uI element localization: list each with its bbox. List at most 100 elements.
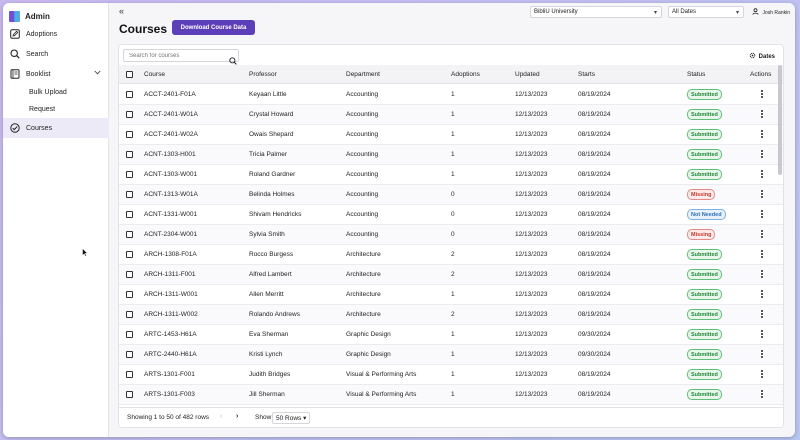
select-all-checkbox[interactable] xyxy=(126,71,133,78)
sidebar-subitem-bulk-upload[interactable]: Bulk Upload xyxy=(29,88,67,96)
table-row[interactable]: ARTS-1301-F001 Judith Bridges Visual & Per… xyxy=(119,365,783,385)
search-input[interactable] xyxy=(123,49,239,62)
download-course-data-button[interactable]: Download Course Data xyxy=(172,20,255,35)
column-header-updated[interactable]: Updated xyxy=(515,71,540,78)
sidebar-item-adoptions[interactable]: Adoptions xyxy=(3,24,109,44)
cell-professor: Rocco Burgess xyxy=(249,251,294,258)
dates-select-value: All Dates xyxy=(672,9,697,15)
more-actions-icon[interactable] xyxy=(761,309,764,320)
row-checkbox[interactable] xyxy=(126,131,133,138)
cell-updated: 12/13/2023 xyxy=(515,271,548,278)
table-row[interactable]: ARTC-1453-H61A Eva Sherman Graphic Design 1… xyxy=(119,325,783,345)
more-actions-icon[interactable] xyxy=(761,369,764,380)
row-checkbox[interactable] xyxy=(126,271,133,278)
cell-adoptions: 1 xyxy=(451,151,455,158)
sidebar-subitem-request[interactable]: Request xyxy=(29,105,56,113)
more-actions-icon[interactable] xyxy=(761,229,764,240)
table-row[interactable]: ARCH-1311-F001 Alfred Lambert Architecture… xyxy=(119,265,783,285)
row-checkbox[interactable] xyxy=(126,91,133,98)
cell-professor: Alfred Lambert xyxy=(249,271,292,278)
column-header-professor[interactable]: Professor xyxy=(249,71,277,78)
row-checkbox[interactable] xyxy=(126,351,133,358)
row-checkbox[interactable] xyxy=(126,251,133,258)
row-checkbox[interactable] xyxy=(126,111,133,118)
row-checkbox[interactable] xyxy=(126,151,133,158)
more-actions-icon[interactable] xyxy=(761,169,764,180)
more-actions-icon[interactable] xyxy=(761,189,764,200)
more-actions-icon[interactable] xyxy=(761,89,764,100)
more-actions-icon[interactable] xyxy=(761,389,764,400)
table-row[interactable]: ARCH-1311-W001 Allen Merritt Architecture 1… xyxy=(119,285,783,305)
table-row[interactable]: ARTS-1301-F003 Jill Sherman Visual & Perfo… xyxy=(119,385,783,405)
column-header-department[interactable]: Department xyxy=(346,71,380,78)
vertical-scrollbar[interactable] xyxy=(778,65,782,175)
status-badge: Submitted xyxy=(687,249,722,260)
more-actions-icon[interactable] xyxy=(761,249,764,260)
cell-department: Accounting xyxy=(346,171,379,178)
cell-adoptions: 1 xyxy=(451,111,455,118)
collapse-sidebar-icon[interactable]: « xyxy=(119,6,125,16)
show-label: Show xyxy=(255,414,272,421)
table-row[interactable]: ARCH-1308-F01A Rocco Burgess Architecture 2… xyxy=(119,245,783,265)
status-badge: Submitted xyxy=(687,329,722,340)
more-actions-icon[interactable] xyxy=(761,129,764,140)
row-checkbox[interactable] xyxy=(126,311,133,318)
check-circle-icon xyxy=(9,123,20,134)
table-row[interactable]: ACCT-2401-W01A Crystal Howard Accounting 1 1… xyxy=(119,105,783,125)
cell-professor: Owais Shepard xyxy=(249,131,294,138)
table-row[interactable]: ACNT-1331-W001 Shivam Hendricks Accounting… xyxy=(119,205,783,225)
cell-department: Architecture xyxy=(346,311,381,318)
cell-department: Accounting xyxy=(346,191,379,198)
status-badge: Submitted xyxy=(687,169,722,180)
row-checkbox[interactable] xyxy=(126,331,133,338)
row-checkbox[interactable] xyxy=(126,371,133,378)
row-checkbox[interactable] xyxy=(126,291,133,298)
user-menu[interactable]: Josh Rankin xyxy=(752,8,790,17)
table-row[interactable]: ACNT-2304-W001 Sylvia Smith Accounting 0 12/… xyxy=(119,225,783,245)
more-actions-icon[interactable] xyxy=(761,269,764,280)
more-actions-icon[interactable] xyxy=(761,349,764,360)
table-row[interactable]: ARTC-2440-H61A Kristi Lynch Graphic Design… xyxy=(119,345,783,365)
university-select[interactable]: BibliU University ▾ xyxy=(530,6,662,18)
column-header-course[interactable]: Course xyxy=(144,71,165,78)
search-icon[interactable] xyxy=(229,52,237,70)
more-actions-icon[interactable] xyxy=(761,109,764,120)
next-page-button[interactable]: › xyxy=(236,413,239,420)
table-row[interactable]: ACNT-1303-W001 Roland Gardner Accounting 1 1… xyxy=(119,165,783,185)
table-row[interactable]: ACCT-2401-F01A Keyaan Little Accounting 1 12… xyxy=(119,85,783,105)
row-checkbox[interactable] xyxy=(126,211,133,218)
chevron-down-icon[interactable] xyxy=(94,70,101,77)
column-header-status[interactable]: Status xyxy=(687,71,706,78)
dates-filter-label: Dates xyxy=(758,53,775,60)
status-badge: Not Needed xyxy=(687,209,726,220)
sidebar-item-label: Booklist xyxy=(26,70,51,78)
more-actions-icon[interactable] xyxy=(761,289,764,300)
more-actions-icon[interactable] xyxy=(761,149,764,160)
prev-page-button[interactable]: ‹ xyxy=(220,413,223,420)
table-row[interactable]: ACCT-2401-W02A Owais Shepard Accounting 1 12… xyxy=(119,125,783,145)
dates-select[interactable]: All Dates ▾ xyxy=(668,6,744,18)
table-row[interactable]: ACNT-1303-H001 Tricia Palmer Accounting 1 12… xyxy=(119,145,783,165)
more-actions-icon[interactable] xyxy=(761,329,764,340)
table-row[interactable]: ACNT-1313-W01A Belinda Holmes Accounting 0 1… xyxy=(119,185,783,205)
sidebar-item-booklist[interactable]: Booklist xyxy=(3,64,109,84)
dates-filter-button[interactable]: Dates xyxy=(749,52,775,61)
topbar: « BibliU University ▾ All Dates ▾ Josh R… xyxy=(109,3,795,23)
sidebar-item-courses[interactable]: Courses xyxy=(3,118,109,138)
status-badge: Submitted xyxy=(687,289,722,300)
row-checkbox[interactable] xyxy=(126,391,133,398)
row-checkbox[interactable] xyxy=(126,231,133,238)
more-actions-icon[interactable] xyxy=(761,209,764,220)
table-row[interactable]: ARCH-1311-W002 Rolando Andrews Architectur… xyxy=(119,305,783,325)
cell-adoptions: 0 xyxy=(451,191,455,198)
column-header-adoptions[interactable]: Adoptions xyxy=(451,71,480,78)
cell-updated: 12/13/2023 xyxy=(515,331,548,338)
row-checkbox[interactable] xyxy=(126,171,133,178)
sidebar-item-search[interactable]: Search xyxy=(3,44,109,64)
cell-course: ARCH-1308-F01A xyxy=(144,251,197,258)
chevron-down-icon: ▾ xyxy=(735,10,739,16)
rows-per-page-select[interactable]: 50 Rows ▾ xyxy=(272,412,311,424)
column-header-starts[interactable]: Starts xyxy=(578,71,595,78)
row-checkbox[interactable] xyxy=(126,191,133,198)
brand[interactable]: Admin xyxy=(9,8,50,24)
